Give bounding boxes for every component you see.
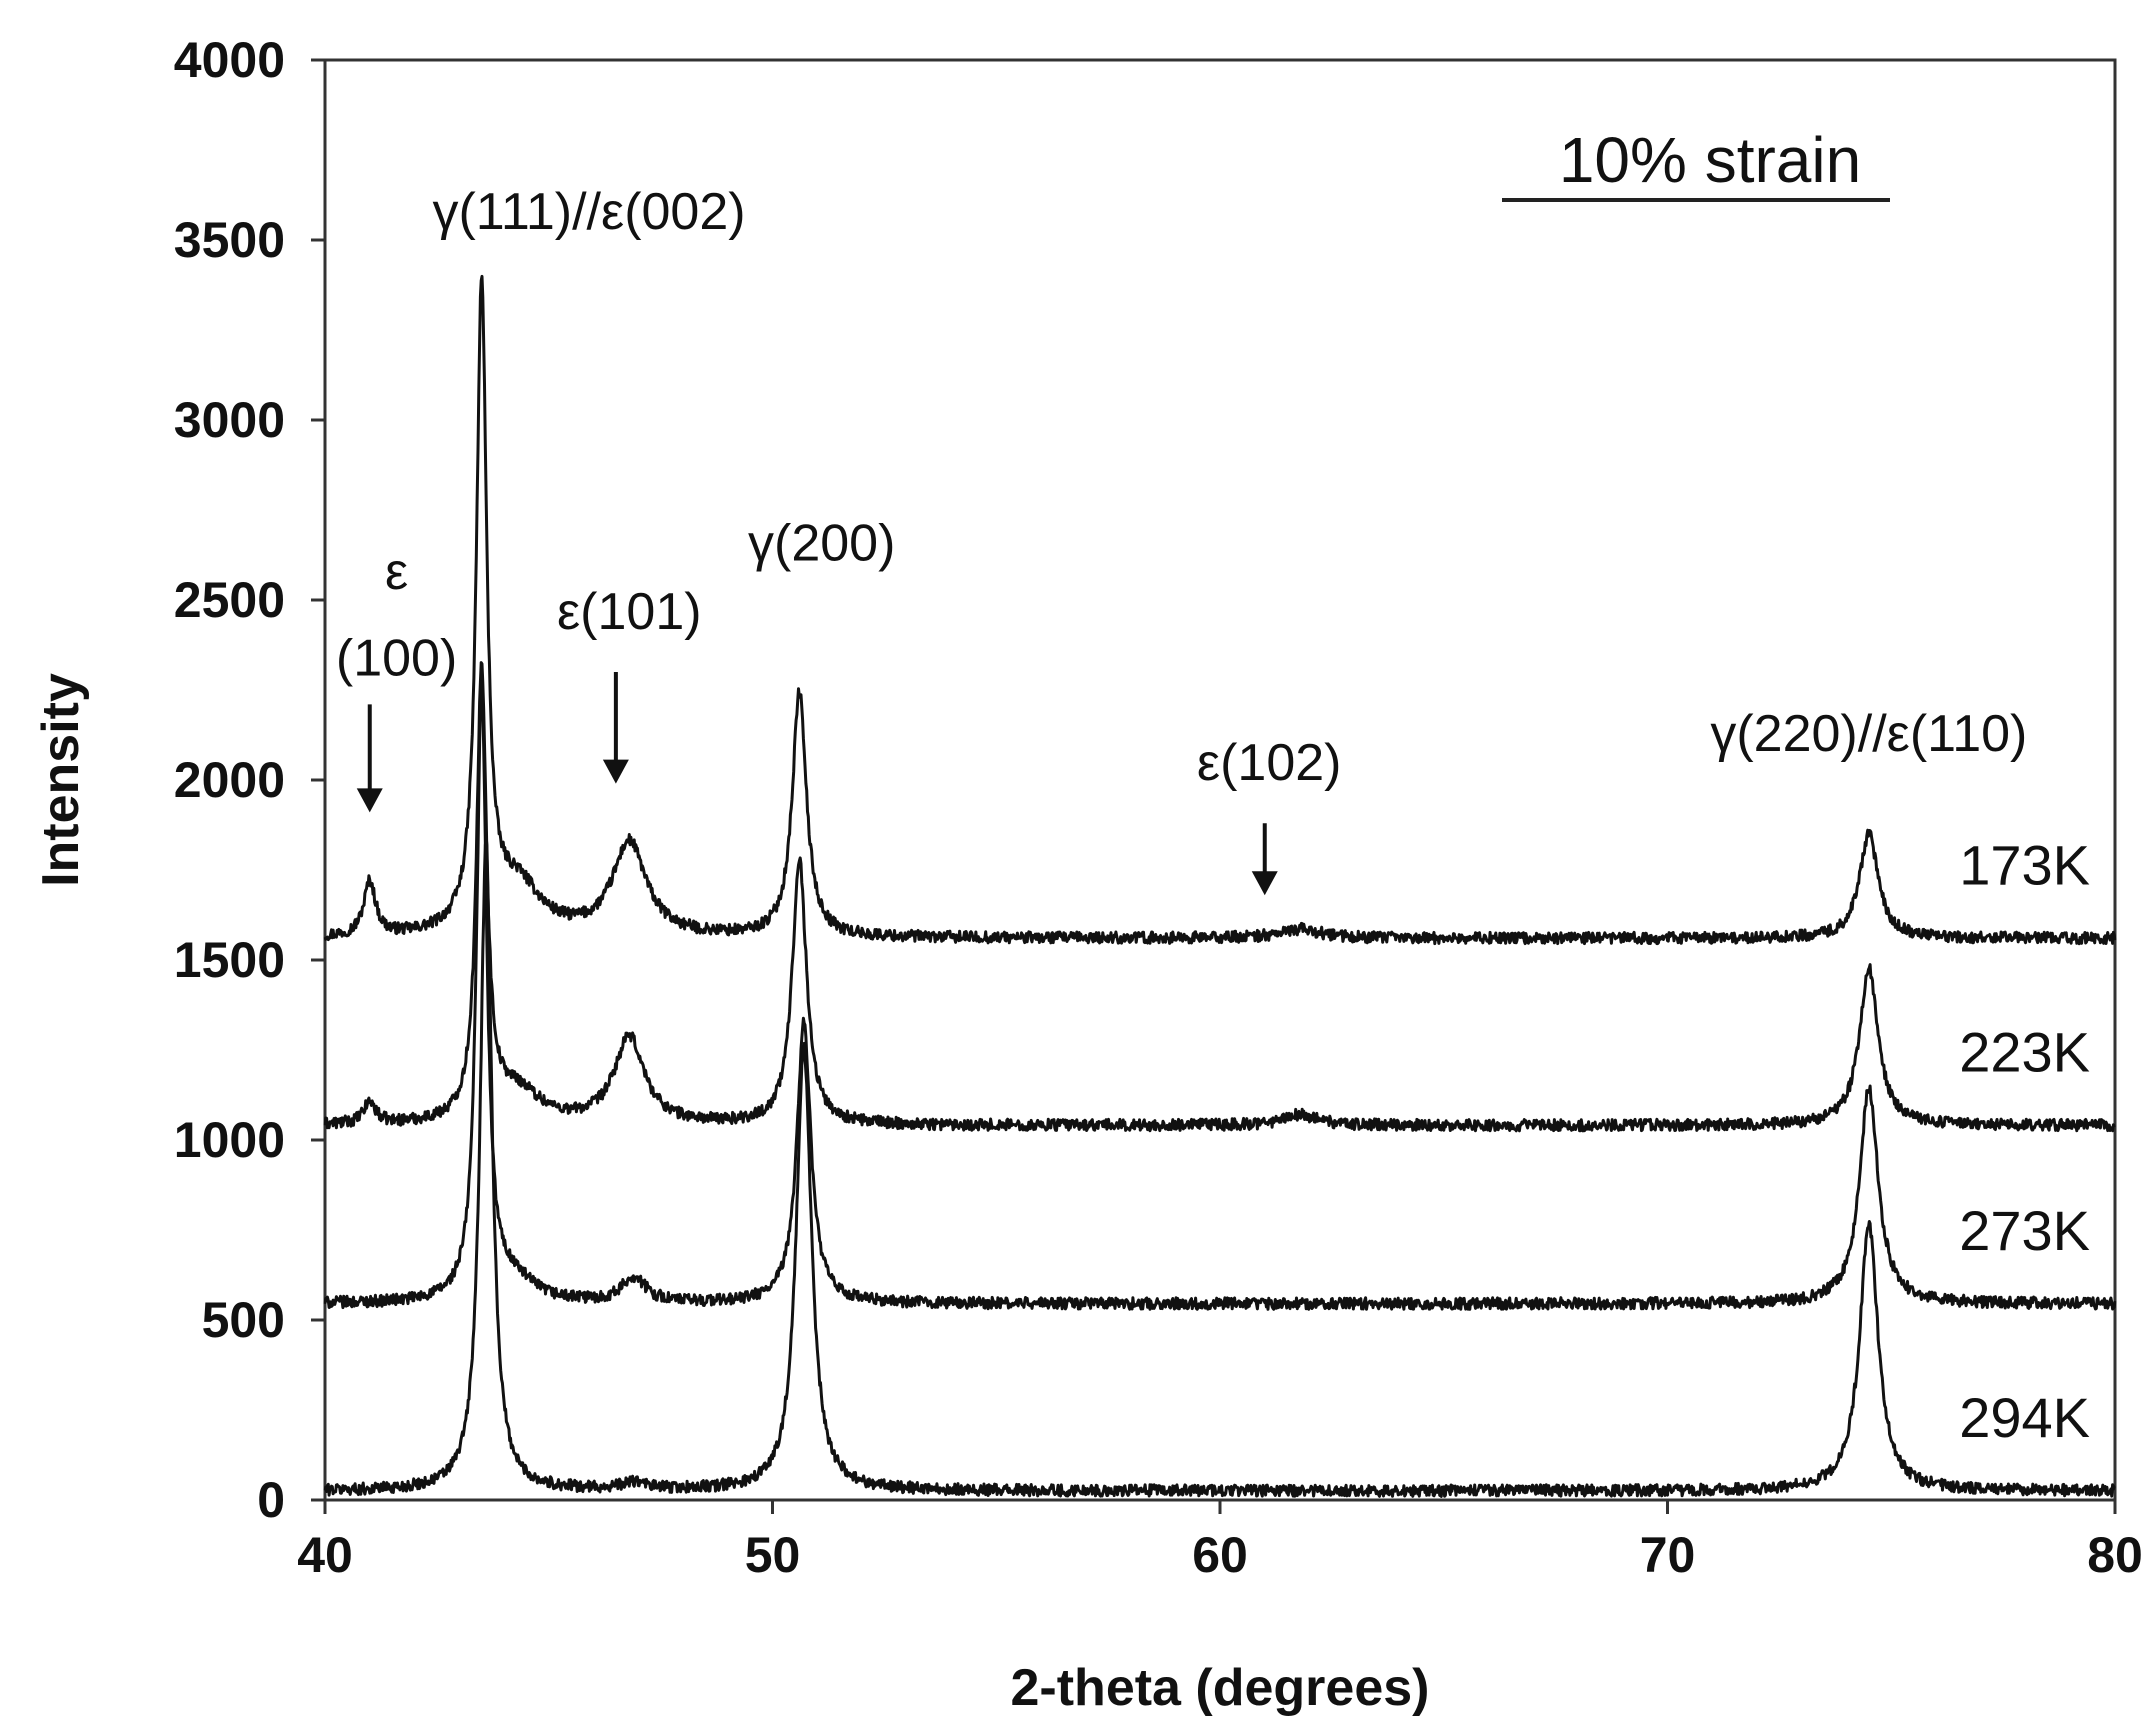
series-layer bbox=[323, 274, 2117, 1498]
series-line-173K bbox=[323, 274, 2117, 946]
peak-annotation: ε(101) bbox=[557, 583, 702, 641]
y-tick-label: 0 bbox=[257, 1472, 285, 1528]
x-axis-title: 2-theta (degrees) bbox=[1011, 1659, 1430, 1717]
x-tick-label: 50 bbox=[745, 1527, 801, 1583]
x-tick-label: 70 bbox=[1640, 1527, 1696, 1583]
y-tick-label: 2000 bbox=[174, 752, 285, 808]
peak-annotation: ε bbox=[385, 543, 408, 601]
peak-annotation: γ(111)//ε(002) bbox=[432, 183, 745, 241]
chart-title: 10% strain bbox=[1559, 124, 1861, 196]
peak-annotation: γ(220)//ε(110) bbox=[1710, 705, 2027, 763]
series-label: 173K bbox=[1959, 833, 2090, 896]
peak-annotation: ε(102) bbox=[1197, 734, 1342, 792]
annotation-arrow-head bbox=[1251, 871, 1278, 896]
y-tick-label: 2500 bbox=[174, 572, 285, 628]
y-axis-title: Intensity bbox=[32, 673, 90, 887]
annotation-arrow-head bbox=[356, 788, 383, 813]
peak-annotation: γ(200) bbox=[748, 514, 895, 572]
series-labels: 173K 223K 273K 294K bbox=[1959, 833, 2090, 1449]
x-tick-label: 80 bbox=[2087, 1527, 2143, 1583]
series-line-294K bbox=[323, 835, 2116, 1498]
x-axis-ticks: 40 50 60 70 80 bbox=[297, 1500, 2143, 1583]
x-tick-label: 60 bbox=[1192, 1527, 1248, 1583]
series-line-223K bbox=[323, 661, 2116, 1133]
y-tick-label: 1000 bbox=[174, 1112, 285, 1168]
y-axis-ticks: 0 500 1000 1500 2000 2500 3000 3500 4000 bbox=[174, 32, 325, 1528]
y-tick-label: 500 bbox=[202, 1292, 285, 1348]
series-label: 294K bbox=[1959, 1386, 2090, 1449]
annotation-arrow-head bbox=[602, 759, 629, 784]
peak-annotation: (100) bbox=[336, 630, 457, 688]
series-label: 273K bbox=[1959, 1199, 2090, 1262]
y-tick-label: 1500 bbox=[174, 932, 285, 988]
y-tick-label: 4000 bbox=[174, 32, 285, 88]
series-line-273K bbox=[323, 680, 2117, 1311]
annotation-layer: γ(111)//ε(002) ε (100) ε(101) γ(200) ε(102) γ(… bbox=[336, 183, 2027, 896]
x-tick-label: 40 bbox=[297, 1527, 353, 1583]
y-tick-label: 3000 bbox=[174, 392, 285, 448]
series-label: 223K bbox=[1959, 1021, 2090, 1084]
y-tick-label: 3500 bbox=[174, 212, 285, 268]
